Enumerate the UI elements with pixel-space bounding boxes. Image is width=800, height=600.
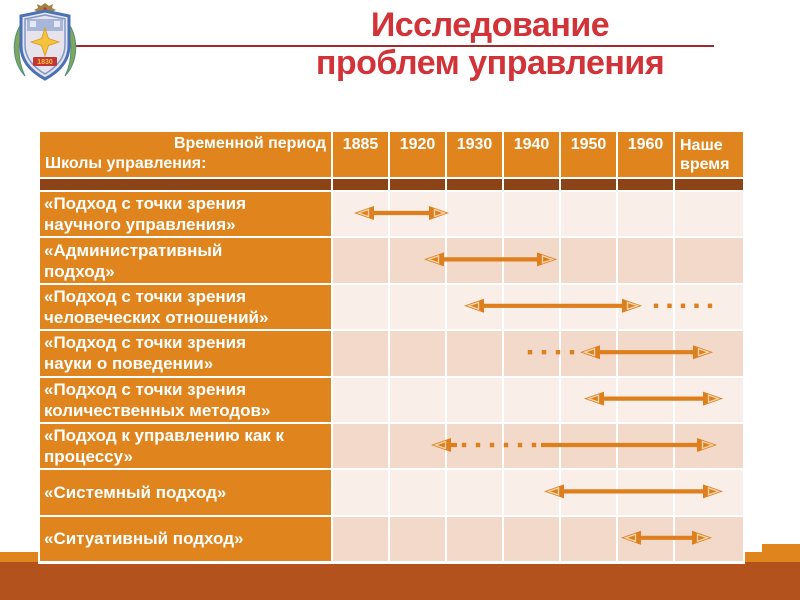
timeline-cell — [618, 377, 673, 422]
slide-title-line1: Исследование — [370, 6, 610, 44]
header-year-cell-1: 1920 — [390, 132, 445, 177]
timeline-cell — [675, 516, 743, 562]
timeline-cell — [447, 238, 502, 283]
timeline-cell — [561, 331, 616, 376]
timeline-cell — [504, 192, 559, 237]
title-underline — [75, 45, 714, 47]
timeline-cell — [333, 423, 388, 469]
timeline-cell — [618, 284, 673, 330]
timeline-cell — [390, 377, 445, 422]
timeline-cell — [447, 284, 502, 330]
timeline-cell — [333, 331, 388, 376]
timeline-cell — [675, 331, 743, 376]
header-corner-cell: Временной период Школы управления: — [40, 132, 331, 177]
timeline-cell — [504, 470, 559, 515]
timeline-cell — [504, 377, 559, 422]
timeline-cell — [675, 470, 743, 515]
header-year-cell-0: 1885 — [333, 132, 388, 177]
timeline-cell — [561, 423, 616, 469]
timeline-cell — [447, 516, 502, 562]
slide-title: Исследование проблем управления — [240, 6, 740, 82]
timeline-cell — [390, 331, 445, 376]
timeline-cell — [618, 238, 673, 283]
slide-title-line2: проблем управления — [315, 44, 665, 82]
timeline-cell — [390, 516, 445, 562]
header-year-cell-5: 1960 — [618, 132, 673, 177]
timeline-cell — [561, 284, 616, 330]
timeline-cell — [504, 423, 559, 469]
separator-cell — [504, 179, 559, 190]
timeline-cell — [447, 377, 502, 422]
row-label: «Системный подход» — [40, 470, 331, 515]
footer-bar — [0, 562, 800, 600]
separator-cell — [561, 179, 616, 190]
timeline-cell — [390, 284, 445, 330]
timeline-cell — [618, 516, 673, 562]
timeline-cell — [561, 238, 616, 283]
timeline-cell — [390, 470, 445, 515]
timeline-cell — [333, 192, 388, 237]
timeline-cell — [561, 516, 616, 562]
timeline-cell — [618, 423, 673, 469]
row-label: «Подход с точки зрения науки о поведении… — [40, 331, 331, 376]
timeline-cell — [504, 331, 559, 376]
header-year-cell-6: Наше время — [675, 132, 743, 177]
timeline-cell — [447, 192, 502, 237]
header-corner-bottom-label: Школы управления: — [45, 155, 207, 172]
footer-right-accent — [762, 544, 800, 563]
timeline-cell — [675, 192, 743, 237]
timeline-cell — [333, 470, 388, 515]
timeline-cell — [390, 423, 445, 469]
timeline-cell — [618, 470, 673, 515]
header-year-cell-2: 1930 — [447, 132, 502, 177]
timeline-cell — [333, 377, 388, 422]
timeline-cell — [618, 331, 673, 376]
timeline-cell — [675, 238, 743, 283]
separator-cell — [40, 179, 331, 190]
banner-year: 1830 — [37, 59, 53, 66]
separator-cell — [675, 179, 743, 190]
timeline-cell — [561, 470, 616, 515]
timeline-cell — [675, 284, 743, 330]
separator-cell — [618, 179, 673, 190]
row-label: «Ситуативный подход» — [40, 516, 331, 562]
header-year-cell-3: 1940 — [504, 132, 559, 177]
timeline-cell — [333, 284, 388, 330]
header-year-cell-4: 1950 — [561, 132, 616, 177]
row-label: «Подход с точки зрения научного управлен… — [40, 192, 331, 237]
timeline-cell — [618, 192, 673, 237]
timeline-cell — [390, 238, 445, 283]
separator-cell — [333, 179, 388, 190]
timeline-cell — [504, 238, 559, 283]
university-emblem-logo: 1830 — [13, 3, 77, 81]
timeline-cell — [504, 284, 559, 330]
timeline-cell — [447, 331, 502, 376]
separator-cell — [447, 179, 502, 190]
timeline-cell — [504, 516, 559, 562]
timeline-cell — [675, 423, 743, 469]
timeline-cell — [561, 377, 616, 422]
star-icon — [29, 26, 61, 58]
row-label: «Подход с точки зрения человеческих отно… — [40, 284, 331, 330]
row-label: «Подход с точки зрения количественных ме… — [40, 377, 331, 422]
timeline-cell — [447, 423, 502, 469]
schools-table: Временной период Школы управления: 1885 192… — [38, 130, 745, 564]
timeline-cell — [447, 470, 502, 515]
header-corner-top-label: Временной период — [173, 135, 326, 152]
timeline-cell — [390, 192, 445, 237]
row-label: «Подход к управлению как к процессу» — [40, 423, 331, 469]
separator-cell — [390, 179, 445, 190]
row-label: «Административный подход» — [40, 238, 331, 283]
timeline-cell — [561, 192, 616, 237]
timeline-cell — [675, 377, 743, 422]
banner-shape — [33, 57, 57, 66]
timeline-cell — [333, 516, 388, 562]
timeline-cell — [333, 238, 388, 283]
